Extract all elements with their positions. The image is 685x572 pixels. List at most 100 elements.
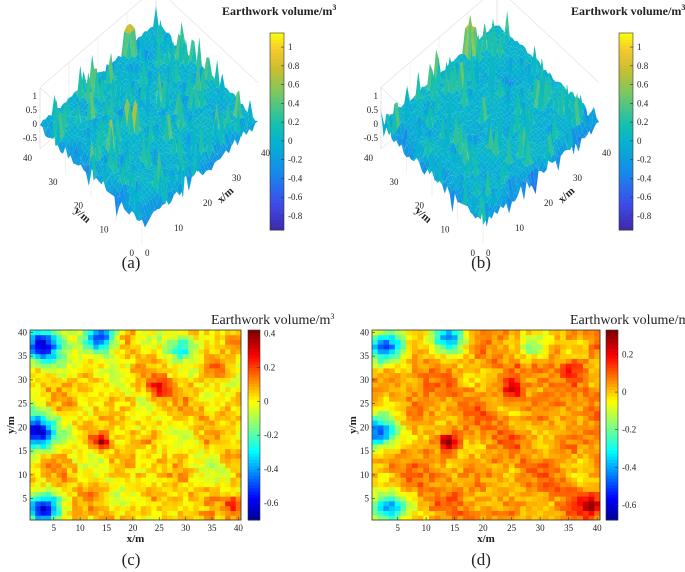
heat-cell bbox=[82, 501, 89, 507]
surface-facet bbox=[539, 117, 545, 123]
heat-cell bbox=[177, 391, 184, 397]
surface-facet bbox=[484, 49, 490, 57]
heat-cell bbox=[225, 505, 231, 511]
surface-facet bbox=[159, 160, 166, 179]
surface-facet bbox=[532, 79, 538, 108]
heat-cell bbox=[56, 463, 63, 469]
surface-facet bbox=[441, 111, 448, 115]
heat-cell bbox=[188, 406, 194, 412]
heat-cell bbox=[98, 363, 105, 369]
heat-cell bbox=[161, 334, 168, 340]
surface-facet bbox=[412, 101, 418, 111]
surface-facet bbox=[462, 120, 469, 125]
surface-facet bbox=[166, 181, 172, 192]
surface-facet bbox=[162, 117, 168, 136]
surface-facet bbox=[468, 120, 474, 126]
heat-cell bbox=[61, 458, 68, 464]
surface-facet bbox=[182, 146, 188, 153]
surface-facet bbox=[250, 100, 256, 124]
surface-facet bbox=[247, 100, 253, 133]
heat-cell bbox=[214, 439, 221, 445]
surface-facet bbox=[485, 149, 491, 156]
heat-cell bbox=[40, 515, 47, 521]
heat-cell bbox=[214, 391, 221, 397]
surface-facet bbox=[229, 98, 235, 105]
surface-facet bbox=[160, 149, 166, 154]
surface-facet bbox=[127, 194, 133, 208]
heat-cell bbox=[219, 382, 226, 388]
heat-cell bbox=[198, 510, 205, 516]
surface-facet bbox=[127, 23, 133, 30]
heat-cell bbox=[103, 505, 110, 511]
surface-facet bbox=[529, 74, 536, 98]
heat-cell bbox=[209, 463, 216, 469]
heat-cell bbox=[177, 458, 184, 464]
surface-facet bbox=[504, 72, 510, 76]
heat-cell bbox=[88, 467, 94, 473]
surface-facet bbox=[413, 119, 420, 140]
heat-cell bbox=[61, 406, 68, 412]
surface-facet bbox=[417, 102, 424, 107]
surface-facet bbox=[130, 74, 136, 81]
heat-cell bbox=[135, 434, 142, 440]
surface-facet bbox=[544, 123, 550, 128]
surface-facet bbox=[505, 165, 512, 174]
heat-cell bbox=[225, 382, 231, 388]
surface-facet bbox=[142, 171, 149, 175]
heat-cell bbox=[77, 387, 84, 393]
surface-facet bbox=[466, 181, 472, 186]
surface-facet bbox=[582, 124, 588, 136]
heat-cell bbox=[177, 420, 184, 426]
surface-facet bbox=[92, 90, 98, 118]
surface-facet bbox=[228, 110, 234, 114]
heat-cell bbox=[172, 439, 179, 445]
surface-facet bbox=[543, 75, 549, 108]
surface-facet bbox=[447, 117, 454, 143]
heat-cell bbox=[209, 486, 216, 492]
surface-facet bbox=[501, 77, 507, 97]
heat-cell bbox=[82, 358, 89, 364]
surface-facet bbox=[512, 66, 519, 73]
surface-facet bbox=[149, 147, 156, 151]
surface-facet bbox=[228, 113, 234, 133]
surface-facet bbox=[524, 165, 531, 175]
surface-facet bbox=[76, 140, 83, 159]
heat-cell bbox=[130, 491, 136, 497]
heat-cell bbox=[177, 339, 184, 345]
surface-facet bbox=[174, 127, 180, 152]
heat-cell bbox=[45, 410, 52, 416]
colorbar-segment bbox=[619, 220, 633, 224]
heat-cell bbox=[172, 515, 179, 521]
heat-cell bbox=[61, 415, 68, 421]
z-tick-label: 0.5 bbox=[367, 105, 379, 115]
heat-cell bbox=[130, 434, 136, 440]
heat-cell bbox=[88, 482, 94, 488]
surface-facet bbox=[148, 86, 154, 92]
heat-cell bbox=[140, 486, 147, 492]
heat-cell bbox=[156, 458, 163, 464]
colorbar-segment bbox=[619, 36, 633, 41]
surface-facet bbox=[146, 194, 152, 201]
heat-cell bbox=[88, 415, 94, 421]
surface-facet bbox=[533, 123, 539, 129]
surface-facet bbox=[441, 145, 448, 151]
surface-facet bbox=[499, 140, 505, 148]
surface-facet bbox=[480, 131, 487, 138]
heat-cell bbox=[124, 515, 131, 521]
heat-cell bbox=[98, 415, 105, 421]
heat-cell bbox=[156, 391, 163, 397]
surface-facet bbox=[537, 138, 544, 143]
surface-facet bbox=[102, 121, 108, 126]
surface-facet bbox=[122, 79, 128, 85]
surface-facet bbox=[202, 82, 208, 105]
surface-facet bbox=[498, 151, 504, 156]
surface-facet bbox=[170, 81, 177, 88]
surface-facet bbox=[157, 174, 163, 203]
heat-cell bbox=[140, 496, 147, 502]
colorbar-tick-label: 0.6 bbox=[637, 80, 649, 90]
heat-cell bbox=[88, 410, 94, 416]
surface-facet bbox=[173, 164, 179, 167]
surface-facet bbox=[515, 63, 522, 69]
heat-cell bbox=[182, 510, 189, 516]
surface-facet bbox=[479, 191, 485, 199]
